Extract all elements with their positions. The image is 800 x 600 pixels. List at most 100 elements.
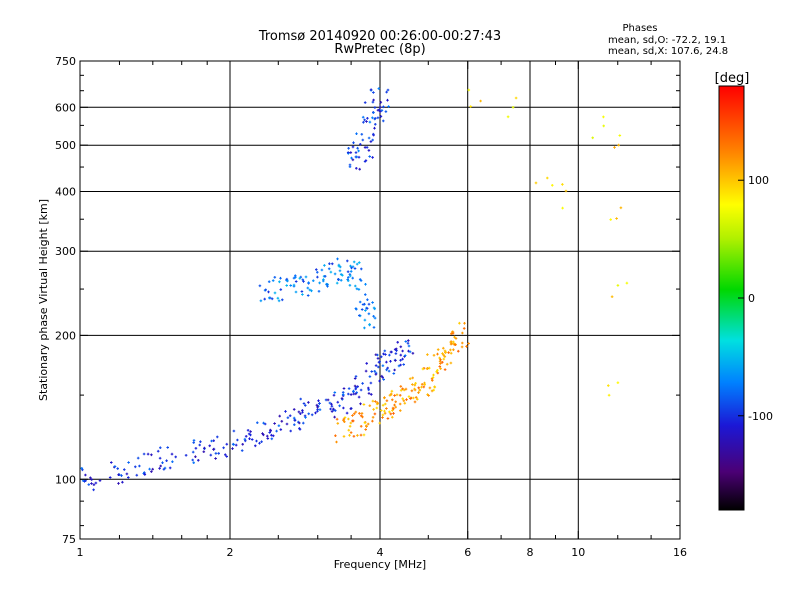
data-point: [377, 87, 381, 90]
data-point: [370, 370, 373, 373]
data-point: [385, 360, 388, 364]
data-point: [367, 302, 371, 306]
data-point: [351, 265, 355, 268]
data-point: [301, 409, 304, 412]
data-point: [401, 387, 404, 391]
data-point: [359, 425, 363, 428]
data-point: [325, 283, 329, 286]
data-point: [369, 381, 373, 385]
data-point: [151, 467, 154, 471]
data-point: [394, 359, 397, 362]
data-point: [348, 284, 352, 287]
data-point: [381, 413, 385, 417]
data-point: [372, 408, 375, 411]
data-point: [382, 352, 385, 356]
data-point: [377, 360, 381, 364]
data-point: [385, 407, 388, 410]
x-tick-label: 2: [227, 546, 234, 559]
data-point: [389, 360, 392, 363]
data-point: [430, 389, 434, 393]
data-point: [262, 433, 265, 437]
data-point: [138, 464, 141, 468]
data-point: [479, 99, 482, 103]
data-point: [366, 422, 370, 426]
data-point: [444, 350, 448, 354]
data-point: [363, 326, 366, 330]
data-point: [393, 368, 396, 372]
data-point: [359, 402, 362, 406]
data-point: [286, 279, 289, 282]
data-point: [615, 217, 618, 220]
data-point: [279, 276, 282, 280]
data-point: [351, 145, 355, 149]
data-point: [232, 443, 235, 446]
data-point: [403, 354, 407, 357]
y-tick-label: 750: [55, 55, 76, 68]
data-point: [357, 395, 361, 399]
data-point: [399, 345, 403, 349]
data-point: [381, 416, 384, 419]
data-point: [273, 276, 277, 279]
data-point: [382, 119, 385, 123]
data-point: [358, 314, 361, 317]
data-point: [462, 327, 466, 330]
data-point: [304, 404, 307, 407]
data-point: [92, 488, 95, 492]
data-point: [263, 297, 266, 301]
data-point: [441, 352, 444, 355]
data-point: [398, 394, 402, 397]
data-point: [410, 389, 414, 393]
data-point: [346, 151, 350, 154]
data-point: [358, 167, 361, 171]
data-point: [511, 106, 515, 109]
data-point: [355, 262, 359, 266]
data-point: [407, 395, 411, 398]
data-point: [356, 146, 359, 150]
data-point: [358, 261, 361, 264]
data-point: [388, 394, 392, 397]
data-point: [392, 407, 395, 410]
data-point: [266, 437, 270, 440]
data-point: [372, 315, 375, 318]
data-point: [363, 118, 366, 122]
data-point: [426, 353, 429, 356]
data-point: [373, 126, 376, 130]
data-point: [449, 351, 453, 355]
data-point: [374, 353, 378, 356]
data-point: [161, 461, 164, 464]
data-point: [365, 424, 368, 428]
data-point: [564, 189, 568, 193]
data-point: [432, 354, 436, 357]
data-point: [372, 91, 375, 94]
data-point: [361, 303, 365, 306]
data-point: [326, 398, 330, 402]
data-point: [438, 356, 441, 360]
data-point: [394, 352, 398, 355]
data-point: [262, 421, 265, 425]
data-point: [380, 109, 384, 112]
data-point: [399, 353, 403, 357]
data-point: [364, 428, 367, 431]
data-point: [84, 473, 87, 477]
data-point: [316, 275, 319, 279]
data-point: [322, 279, 325, 283]
data-point: [281, 298, 284, 302]
data-point: [276, 296, 280, 300]
data-point: [371, 419, 374, 423]
data-point: [292, 283, 296, 287]
data-point: [329, 270, 333, 274]
data-point: [411, 383, 414, 386]
data-point: [461, 331, 464, 335]
data-point: [90, 482, 93, 485]
data-point: [363, 421, 367, 425]
data-point: [442, 357, 446, 361]
data-point: [439, 367, 442, 370]
data-point: [142, 452, 146, 456]
data-point: [302, 280, 305, 283]
data-point: [358, 412, 361, 415]
data-point: [335, 417, 339, 421]
data-point: [315, 268, 318, 271]
data-point: [443, 355, 447, 358]
data-point: [249, 430, 252, 433]
